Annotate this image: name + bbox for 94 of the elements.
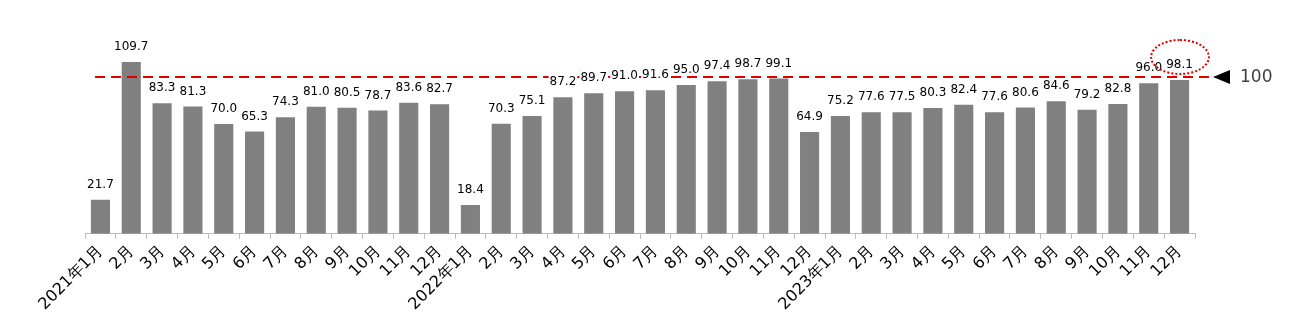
bar [830,115,850,234]
bar [553,97,573,234]
bar [460,204,480,234]
bar [1015,107,1035,234]
x-tick-label: 8月 [660,240,693,273]
ref-line-label: 100 [1240,65,1273,86]
bar [738,79,758,234]
data-label: 99.1 [765,55,793,70]
x-tick-label: 7月 [629,240,662,273]
bar [306,106,326,234]
bar [1170,80,1190,234]
data-label: 82.8 [1104,81,1132,96]
x-tick-label: 4月 [536,240,569,273]
x-tick-label: 5月 [197,240,230,273]
bar [245,131,265,234]
x-tick-label: 2月 [105,240,138,273]
x-tick-label: 2月 [475,240,508,273]
data-label: 97.4 [703,58,731,73]
bar [121,61,141,234]
bar [430,104,450,234]
bar [522,116,542,234]
data-label: 83.6 [395,79,423,94]
data-label: 98.7 [734,56,762,71]
x-tick-label: 3月 [875,240,908,273]
bar [985,112,1005,234]
x-tick-label: 3月 [135,240,168,273]
bar [954,104,974,234]
data-label: 96.0 [1135,60,1163,75]
data-label: 82.7 [426,81,453,96]
bar [183,106,203,234]
data-label: 75.2 [827,93,854,108]
bar [1046,101,1066,234]
bar [800,132,820,234]
data-label: 77.5 [888,89,916,104]
x-tick-label: 6月 [228,240,261,273]
data-label: 109.7 [114,39,149,54]
data-label: 95.0 [672,62,700,77]
data-label: 78.7 [364,87,392,102]
bar [615,91,635,234]
bar [214,124,234,234]
bar [1077,109,1097,234]
data-label: 91.0 [611,68,638,83]
x-tick-label: 8月 [290,240,323,273]
x-tick-label: 6月 [598,240,631,273]
x-tick-label: 2月 [845,240,878,273]
data-label: 91.6 [642,67,669,82]
bar [584,93,604,234]
x-tick-label: 4月 [166,240,199,273]
bar [892,112,912,234]
bar [90,199,110,234]
x-tick-label: 3月 [505,240,538,273]
bar [707,81,727,234]
data-label: 81.3 [179,83,207,98]
bar [152,103,172,234]
data-label: 75.1 [518,93,546,108]
data-label: 64.9 [796,109,823,124]
data-label: 89.7 [580,70,608,85]
data-label: 82.4 [950,81,978,96]
bar [368,110,388,234]
bar [337,107,357,234]
bar [923,107,943,234]
x-tick-label: 5月 [937,240,970,273]
data-label: 18.4 [457,182,484,197]
x-tick-label: 7月 [259,240,292,273]
bar [676,84,696,234]
data-label: 98.1 [1166,57,1193,72]
x-tick-label: 5月 [567,240,600,273]
x-tick-label: 6月 [968,240,1001,273]
data-label: 65.3 [241,108,268,123]
data-label: 77.6 [981,89,1008,104]
bar [399,102,419,234]
bar [491,123,511,234]
bar [645,90,665,234]
data-label: 84.6 [1042,78,1070,93]
x-tick-label: 7月 [999,240,1032,273]
bar [769,78,789,234]
bar [861,112,881,234]
data-label: 83.3 [148,80,176,95]
bar [1108,104,1128,234]
data-label: 80.5 [333,84,361,99]
data-label: 74.3 [272,94,299,109]
data-label: 87.2 [549,74,577,89]
bar [1139,83,1159,234]
data-label: 79.2 [1073,86,1101,101]
data-label: 70.3 [487,100,515,115]
x-tick-label: 8月 [1030,240,1063,273]
data-label: 81.0 [302,83,330,98]
data-label: 21.7 [87,176,114,191]
x-tick-label: 4月 [906,240,939,273]
data-label: 70.0 [210,101,238,116]
data-label: 77.6 [857,89,885,104]
data-label: 80.6 [1012,84,1039,99]
bar [275,117,295,234]
data-label: 80.3 [919,85,947,100]
